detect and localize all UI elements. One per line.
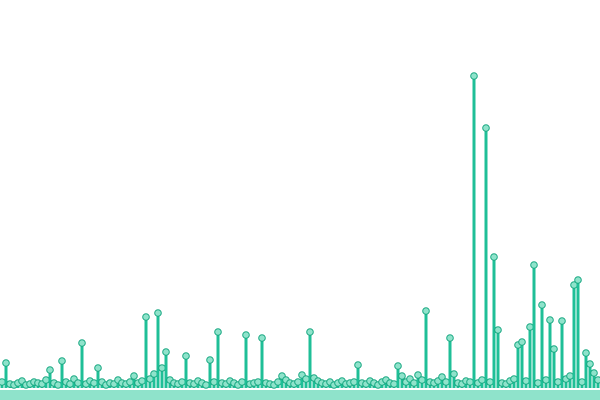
marker: [90, 379, 98, 387]
marker: [2, 359, 10, 367]
marker: [130, 372, 138, 380]
marker: [574, 276, 582, 284]
marker: [414, 371, 422, 379]
marker: [566, 372, 574, 380]
marker: [138, 377, 146, 385]
marker: [546, 316, 554, 324]
marker: [94, 364, 102, 372]
marker: [150, 370, 158, 378]
marker: [126, 378, 134, 386]
marker: [530, 261, 538, 269]
marker: [582, 349, 590, 357]
marker: [158, 364, 166, 372]
marker: [78, 339, 86, 347]
marker: [534, 379, 542, 387]
marker: [522, 377, 530, 385]
marker: [54, 381, 62, 389]
marker: [238, 378, 246, 386]
marker: [446, 334, 454, 342]
marker: [354, 361, 362, 369]
marker: [42, 376, 50, 384]
marker: [214, 328, 222, 336]
marker: [74, 379, 82, 387]
marker: [510, 375, 518, 383]
marker: [306, 328, 314, 336]
marker: [470, 72, 478, 80]
baseline-band: [0, 390, 600, 400]
marker: [538, 301, 546, 309]
marker: [586, 360, 594, 368]
marker: [450, 370, 458, 378]
marker: [578, 378, 586, 386]
marker: [526, 323, 534, 331]
marker: [398, 372, 406, 380]
marker: [494, 326, 502, 334]
marker: [254, 378, 262, 386]
marker: [410, 379, 418, 387]
marker: [206, 356, 214, 364]
marks: [0, 72, 600, 389]
marker: [202, 381, 210, 389]
marker: [466, 378, 474, 386]
marker: [390, 380, 398, 388]
marker: [294, 378, 302, 386]
marker: [438, 373, 446, 381]
marker: [162, 348, 170, 356]
marker: [394, 362, 402, 370]
marker: [442, 378, 450, 386]
marker: [350, 378, 358, 386]
marker: [210, 378, 218, 386]
marker: [482, 124, 490, 132]
marker: [518, 338, 526, 346]
marker: [558, 317, 566, 325]
marker: [590, 369, 598, 377]
marker: [274, 378, 282, 386]
marker: [594, 376, 600, 384]
marker: [490, 253, 498, 261]
marker: [418, 376, 426, 384]
marker: [178, 378, 186, 386]
marker: [486, 378, 494, 386]
marker: [46, 366, 54, 374]
marker: [142, 313, 150, 321]
marker: [258, 334, 266, 342]
marker: [302, 375, 310, 383]
marker: [154, 309, 162, 317]
marker: [542, 376, 550, 384]
marker: [58, 357, 66, 365]
marker: [478, 376, 486, 384]
marker: [554, 378, 562, 386]
marker: [182, 352, 190, 360]
marker: [550, 345, 558, 353]
marker: [422, 307, 430, 315]
marker: [242, 331, 250, 339]
